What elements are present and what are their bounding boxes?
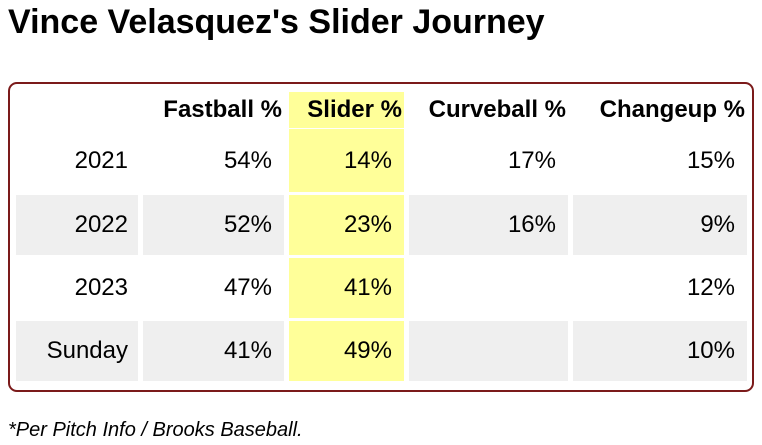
title: Vince Velasquez's Slider Journey (8, 3, 545, 41)
column-header: Fastball % (163, 96, 282, 123)
table-cell: 10% (573, 321, 747, 381)
table-cell: 23% (289, 195, 404, 255)
row-label: 2021 (74, 146, 128, 174)
table-cell: 41% (143, 321, 284, 381)
table-cell: 9% (573, 195, 747, 255)
table-frame (8, 82, 754, 392)
table-cell: 15% (686, 146, 735, 174)
footnote: *Per Pitch Info / Brooks Baseball. (8, 419, 303, 441)
row-label: 2022 (16, 195, 138, 255)
row-label: 2023 (74, 274, 128, 301)
table-cell: 52% (143, 195, 284, 255)
column-header: Curveball % (428, 96, 566, 123)
table-cell: 54% (223, 146, 272, 174)
column-header: Slider % (289, 92, 404, 128)
table-cell (409, 258, 568, 318)
table-cell: 41% (289, 258, 404, 318)
table-cell: 47% (223, 274, 272, 301)
row-label: Sunday (16, 321, 138, 381)
table-cell: 16% (409, 195, 568, 255)
table-cell: 14% (289, 129, 404, 192)
table-cell: 12% (686, 274, 735, 301)
table-cell: 17% (507, 146, 556, 174)
table-cell: 49% (289, 321, 404, 381)
table-cell (409, 321, 568, 381)
column-header: Changeup % (599, 96, 745, 123)
